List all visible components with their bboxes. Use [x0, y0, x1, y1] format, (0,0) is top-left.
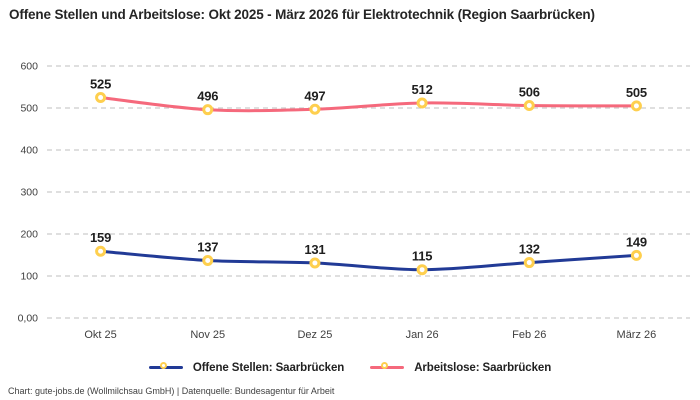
- data-point-marker: [309, 103, 321, 115]
- data-label: 115: [412, 249, 432, 264]
- legend-item-offene-stellen[interactable]: Offene Stellen: Saarbrücken: [148, 361, 345, 374]
- x-tick-label: Dez 25: [297, 329, 332, 341]
- data-point-marker: [523, 99, 535, 111]
- legend-label-arbeitslose: Arbeitslose: Saarbrücken: [414, 361, 552, 374]
- data-point-marker: [416, 264, 428, 276]
- data-point-marker: [95, 92, 107, 103]
- x-tick-label: März 26: [617, 329, 657, 341]
- chart-title: Offene Stellen und Arbeitslose: Okt 2025…: [9, 7, 595, 22]
- data-point-marker: [202, 254, 214, 266]
- data-label: 149: [626, 234, 647, 249]
- line-marker-icon: [148, 361, 183, 374]
- data-label: 512: [412, 82, 433, 97]
- y-tick-label: 600: [20, 61, 38, 73]
- data-point-marker: [630, 100, 642, 112]
- data-point-marker: [630, 249, 642, 261]
- y-tick-label: 0,00: [18, 313, 39, 325]
- data-label: 497: [304, 88, 325, 103]
- legend-label-offene-stellen: Offene Stellen: Saarbrücken: [192, 361, 345, 374]
- y-tick-label: 200: [20, 229, 38, 241]
- legend-ring-icon: [159, 361, 167, 369]
- data-label: 525: [90, 77, 111, 92]
- y-tick-label: 300: [20, 187, 38, 199]
- data-point-marker: [523, 257, 535, 269]
- data-label: 132: [519, 242, 540, 257]
- data-label: 159: [90, 230, 111, 245]
- data-label: 131: [304, 242, 325, 257]
- x-tick-label: Nov 25: [190, 329, 225, 341]
- data-label: 505: [626, 85, 647, 100]
- data-point-marker: [202, 104, 214, 116]
- data-label: 496: [197, 89, 218, 104]
- x-tick-label: Okt 25: [84, 329, 116, 341]
- y-tick-label: 500: [20, 103, 38, 115]
- data-point-marker: [416, 97, 428, 109]
- data-label: 137: [197, 239, 218, 254]
- series-line-0: [99, 249, 638, 272]
- legend-ring-icon: [381, 361, 389, 369]
- data-label: 506: [519, 84, 540, 99]
- legend: Offene Stellen: Saarbrücken Arbeitslose:…: [0, 361, 700, 374]
- y-tick-label: 100: [20, 271, 38, 283]
- legend-item-arbeitslose[interactable]: Arbeitslose: Saarbrücken: [370, 361, 551, 374]
- line-marker-icon: [370, 361, 405, 374]
- x-tick-label: Jan 26: [406, 329, 439, 341]
- data-point-marker: [309, 257, 321, 269]
- series-line-1: [99, 96, 638, 113]
- plot-area: 0,00 100 200 300 400 500 600 Okt 25 Nov 25 Dez 25…: [18, 61, 690, 341]
- y-tick-label: 400: [20, 145, 38, 157]
- data-point-marker: [95, 245, 107, 257]
- x-tick-label: Feb 26: [512, 329, 546, 341]
- attribution-text: Chart: gute-jobs.de (Wollmilchsau GmbH) …: [8, 386, 335, 396]
